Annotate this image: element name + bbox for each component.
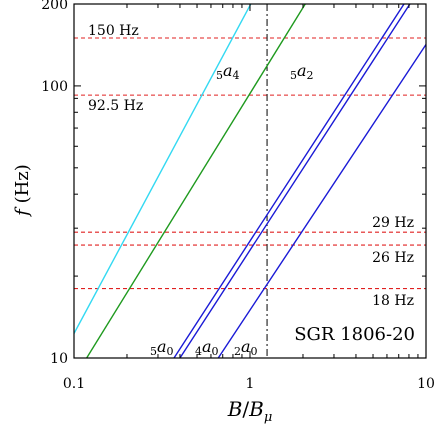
y-tick-label-2: 200 [41, 0, 68, 13]
series-label-3: 4a0 [195, 337, 219, 358]
x-tick-label-2: 10 [417, 376, 435, 392]
axis-ticks [73, 3, 426, 359]
plot-area [74, 4, 426, 358]
series-label-1: 5a2 [290, 61, 314, 82]
hline-label-4: 18 Hz [372, 293, 414, 309]
hline-label-2: 29 Hz [372, 215, 414, 231]
series-line-0 [74, 4, 252, 334]
series-line-3 [179, 4, 411, 358]
hline-label-0: 150 Hz [88, 23, 139, 39]
series-label-4: 2a0 [234, 337, 258, 358]
y-tick-label-0: 10 [50, 351, 68, 367]
hline-label-1: 92.5 Hz [88, 98, 143, 114]
series-label-2: 5a0 [150, 337, 174, 358]
series-line-2 [173, 4, 405, 358]
y-axis-label: f (Hz) [12, 164, 33, 218]
y-tick-label-1: 100 [41, 79, 68, 95]
x-tick-label-0: 0.1 [63, 376, 85, 392]
chart-labels: 0.1 1 10 10 100 200 B/Bμ f (Hz) 150 Hz 92.5 Hz 29 … [12, 0, 435, 425]
series-label-0: 5a4 [216, 61, 240, 82]
hline-label-3: 26 Hz [372, 250, 414, 266]
x-axis-label: B/Bμ [227, 397, 273, 425]
annotation-sgr: SGR 1806-20 [294, 324, 415, 345]
x-tick-label-1: 1 [246, 376, 255, 392]
series-line-4 [217, 44, 426, 358]
series-line-1 [86, 4, 306, 358]
